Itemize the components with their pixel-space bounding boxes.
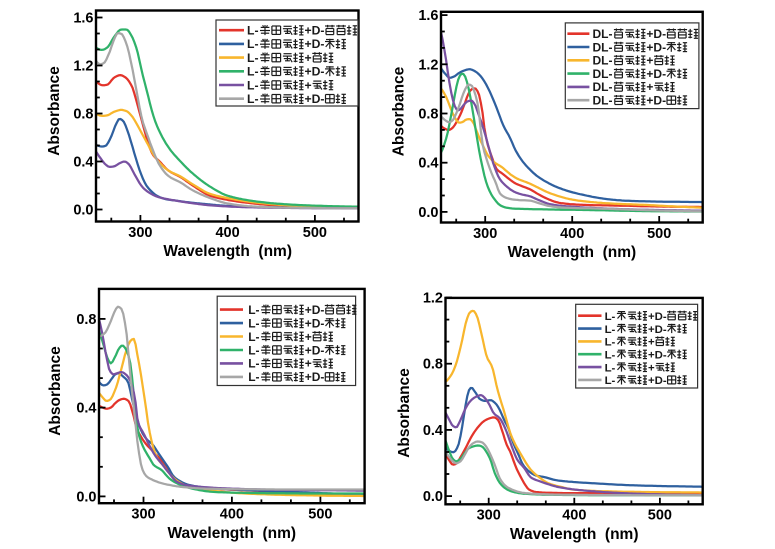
svg-text:+: + — [648, 337, 655, 349]
svg-text:+D-: +D- — [305, 65, 325, 79]
svg-text:+D-: +D- — [305, 303, 325, 317]
svg-text:L-: L- — [605, 324, 616, 336]
svg-text:0.8: 0.8 — [423, 357, 443, 373]
svg-text:+: + — [305, 330, 312, 344]
svg-text:1.6: 1.6 — [73, 11, 93, 27]
svg-text:L-: L- — [605, 362, 616, 374]
svg-text:+: + — [305, 357, 312, 371]
svg-text:0.4: 0.4 — [73, 155, 93, 171]
svg-text:Wavelength (nm): Wavelength (nm) — [167, 525, 296, 542]
svg-text:0.0: 0.0 — [418, 205, 438, 221]
svg-text:400: 400 — [560, 226, 584, 242]
svg-text:0.0: 0.0 — [76, 489, 96, 505]
svg-text:DL-: DL- — [593, 67, 613, 81]
svg-text:+: + — [648, 362, 655, 374]
svg-text:L-: L- — [605, 311, 616, 323]
svg-text:L-: L- — [248, 316, 259, 330]
svg-text:L-: L- — [248, 330, 259, 344]
svg-text:500: 500 — [648, 508, 672, 524]
svg-text:0.0: 0.0 — [423, 489, 443, 505]
svg-text:L-: L- — [247, 92, 259, 106]
svg-text:300: 300 — [477, 508, 501, 524]
svg-text:L-: L- — [248, 357, 259, 371]
svg-text:500: 500 — [647, 226, 671, 242]
svg-text:+: + — [305, 78, 312, 92]
svg-text:0.4: 0.4 — [423, 423, 443, 439]
svg-text:0.8: 0.8 — [418, 107, 438, 123]
svg-text:L-: L- — [605, 350, 616, 362]
svg-text:+D-: +D- — [648, 311, 667, 323]
svg-text:+: + — [646, 54, 653, 68]
svg-text:1.6: 1.6 — [418, 8, 438, 24]
svg-text:L-: L- — [247, 24, 259, 38]
svg-text:0.4: 0.4 — [76, 401, 96, 417]
svg-text:DL-: DL- — [593, 94, 613, 108]
svg-text:L-: L- — [247, 37, 259, 51]
svg-text:DL-: DL- — [593, 54, 613, 68]
svg-text:L-: L- — [247, 51, 259, 65]
svg-text:Absorbance: Absorbance — [46, 66, 63, 156]
svg-text:+D-: +D- — [648, 324, 667, 336]
svg-text:0.8: 0.8 — [76, 312, 96, 328]
svg-text:400: 400 — [562, 508, 586, 524]
svg-text:+D-: +D- — [305, 37, 325, 51]
svg-text:DL-: DL- — [593, 80, 613, 94]
svg-text:Wavelength (nm): Wavelength (nm) — [163, 243, 292, 260]
svg-text:1.2: 1.2 — [73, 59, 93, 75]
svg-text:DL-: DL- — [593, 40, 613, 54]
svg-text:0.8: 0.8 — [73, 107, 93, 123]
svg-text:+D-: +D- — [646, 27, 666, 41]
svg-text:300: 300 — [131, 507, 155, 523]
svg-text:L-: L- — [605, 375, 616, 387]
svg-text:1.2: 1.2 — [423, 291, 443, 307]
svg-text:+: + — [646, 80, 653, 94]
svg-text:400: 400 — [220, 507, 244, 523]
svg-text:Absorbance: Absorbance — [47, 346, 64, 436]
svg-text:Absorbance: Absorbance — [396, 368, 413, 458]
svg-text:Wavelength (nm): Wavelength (nm) — [510, 526, 639, 543]
svg-text:0.4: 0.4 — [418, 156, 438, 172]
svg-text:+D-: +D- — [648, 350, 667, 362]
svg-text:+D-: +D- — [305, 24, 325, 38]
svg-text:L-: L- — [248, 343, 259, 357]
svg-text:+D-: +D- — [648, 375, 667, 387]
svg-text:400: 400 — [215, 225, 239, 241]
svg-text:L-: L- — [248, 370, 259, 384]
svg-text:300: 300 — [473, 226, 497, 242]
svg-text:L-: L- — [248, 303, 259, 317]
svg-text:+: + — [305, 51, 312, 65]
svg-text:500: 500 — [308, 507, 332, 523]
svg-text:L-: L- — [247, 65, 259, 79]
svg-text:Wavelength (nm): Wavelength (nm) — [508, 244, 637, 261]
svg-text:+D-: +D- — [646, 67, 666, 81]
svg-text:+D-: +D- — [305, 370, 325, 384]
svg-text:+D-: +D- — [305, 343, 325, 357]
svg-text:300: 300 — [128, 225, 152, 241]
svg-text:+D-: +D- — [646, 94, 666, 108]
svg-text:+D-: +D- — [646, 40, 666, 54]
svg-text:L-: L- — [605, 337, 616, 349]
svg-text:500: 500 — [303, 225, 327, 241]
svg-text:+D-: +D- — [305, 92, 325, 106]
svg-text:+D-: +D- — [305, 316, 325, 330]
svg-text:1.2: 1.2 — [418, 57, 438, 73]
svg-text:L-: L- — [247, 78, 259, 92]
svg-text:0.0: 0.0 — [73, 203, 93, 219]
svg-text:DL-: DL- — [593, 27, 613, 41]
svg-text:Absorbance: Absorbance — [391, 66, 408, 156]
